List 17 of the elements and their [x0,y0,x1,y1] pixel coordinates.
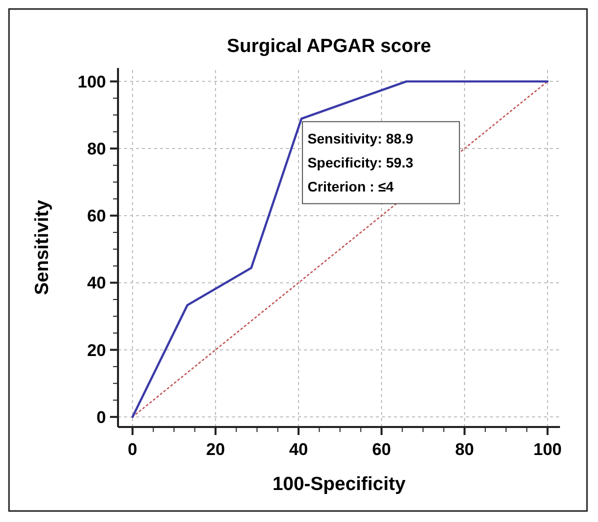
annotation: Sensitivity: 88.9 Specificity: 59.3 Criterion : ≤4 [307,130,414,195]
chart-title: Surgical APGAR score [226,36,432,57]
x-axis-title: 100-Specificity [272,474,406,495]
callout-box: Sensitivity: 88.9 Specificity: 59.3 Criterion : ≤4 [302,121,460,204]
x-tick-label: 100 [533,440,562,459]
y-tick-label: 100 [78,72,106,92]
x-tick-label: 0 [128,440,138,459]
y-tick-label: 20 [87,340,106,360]
y-axis-title: Sensitivity [32,200,53,296]
x-tick-label: 20 [206,440,225,459]
y-tick-label: 0 [96,408,106,427]
x-tick-label: 60 [372,440,391,459]
y-tick-label: 60 [87,206,106,226]
y-tick-label: 80 [87,139,106,158]
x-tick-label: 80 [455,440,474,459]
y-tick-label: 40 [87,274,106,293]
x-tick-label: 40 [289,440,308,459]
